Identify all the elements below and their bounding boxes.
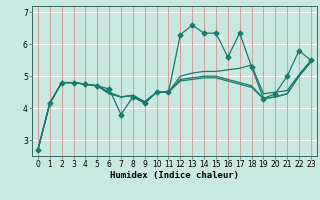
X-axis label: Humidex (Indice chaleur): Humidex (Indice chaleur)	[110, 171, 239, 180]
